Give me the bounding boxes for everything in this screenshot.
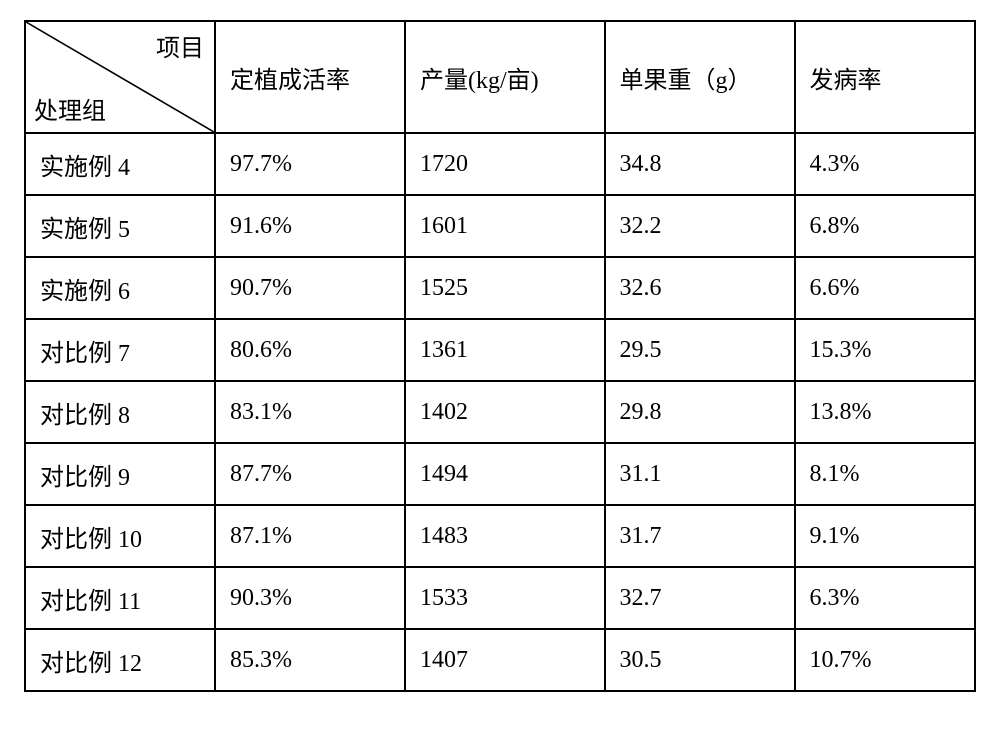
row-label: 对比例 7 — [25, 319, 215, 381]
col-header-weight: 单果重（g） — [605, 21, 795, 133]
table-row: 对比例 7 80.6% 1361 29.5 15.3% — [25, 319, 975, 381]
cell-survival: 90.7% — [215, 257, 405, 319]
header-col-axis-label: 项目 — [156, 28, 204, 63]
col-header-survival: 定植成活率 — [215, 21, 405, 133]
row-label: 对比例 10 — [25, 505, 215, 567]
cell-incidence: 4.3% — [795, 133, 976, 195]
cell-incidence: 15.3% — [795, 319, 976, 381]
cell-weight: 32.6 — [605, 257, 795, 319]
cell-survival: 80.6% — [215, 319, 405, 381]
cell-incidence: 10.7% — [795, 629, 976, 691]
diagonal-header-cell: 项目 处理组 — [25, 21, 215, 133]
cell-survival: 91.6% — [215, 195, 405, 257]
cell-weight: 30.5 — [605, 629, 795, 691]
cell-weight: 31.7 — [605, 505, 795, 567]
table-row: 对比例 10 87.1% 1483 31.7 9.1% — [25, 505, 975, 567]
cell-incidence: 6.6% — [795, 257, 976, 319]
table-row: 对比例 11 90.3% 1533 32.7 6.3% — [25, 567, 975, 629]
results-table: 项目 处理组 定植成活率 产量(kg/亩) 单果重（g） 发病率 实施例 4 9… — [24, 20, 976, 692]
cell-weight: 29.8 — [605, 381, 795, 443]
cell-survival: 90.3% — [215, 567, 405, 629]
table-header-row: 项目 处理组 定植成活率 产量(kg/亩) 单果重（g） 发病率 — [25, 21, 975, 133]
cell-weight: 31.1 — [605, 443, 795, 505]
cell-yield: 1720 — [405, 133, 605, 195]
cell-yield: 1525 — [405, 257, 605, 319]
table-row: 实施例 4 97.7% 1720 34.8 4.3% — [25, 133, 975, 195]
row-label: 实施例 4 — [25, 133, 215, 195]
row-label: 实施例 6 — [25, 257, 215, 319]
table-row: 对比例 9 87.7% 1494 31.1 8.1% — [25, 443, 975, 505]
cell-yield: 1407 — [405, 629, 605, 691]
cell-incidence: 6.8% — [795, 195, 976, 257]
table-row: 实施例 6 90.7% 1525 32.6 6.6% — [25, 257, 975, 319]
cell-survival: 85.3% — [215, 629, 405, 691]
cell-yield: 1402 — [405, 381, 605, 443]
table-row: 对比例 8 83.1% 1402 29.8 13.8% — [25, 381, 975, 443]
cell-weight: 34.8 — [605, 133, 795, 195]
cell-yield: 1601 — [405, 195, 605, 257]
col-header-incidence: 发病率 — [795, 21, 976, 133]
cell-survival: 97.7% — [215, 133, 405, 195]
row-label: 对比例 11 — [25, 567, 215, 629]
cell-weight: 32.2 — [605, 195, 795, 257]
table-row: 实施例 5 91.6% 1601 32.2 6.8% — [25, 195, 975, 257]
row-label: 对比例 12 — [25, 629, 215, 691]
row-label: 对比例 9 — [25, 443, 215, 505]
cell-weight: 32.7 — [605, 567, 795, 629]
cell-survival: 87.1% — [215, 505, 405, 567]
cell-yield: 1361 — [405, 319, 605, 381]
cell-yield: 1494 — [405, 443, 605, 505]
cell-survival: 87.7% — [215, 443, 405, 505]
cell-incidence: 9.1% — [795, 505, 976, 567]
cell-incidence: 13.8% — [795, 381, 976, 443]
cell-weight: 29.5 — [605, 319, 795, 381]
header-row-axis-label: 处理组 — [34, 91, 106, 126]
cell-yield: 1483 — [405, 505, 605, 567]
table-row: 对比例 12 85.3% 1407 30.5 10.7% — [25, 629, 975, 691]
cell-incidence: 6.3% — [795, 567, 976, 629]
cell-survival: 83.1% — [215, 381, 405, 443]
row-label: 对比例 8 — [25, 381, 215, 443]
cell-yield: 1533 — [405, 567, 605, 629]
cell-incidence: 8.1% — [795, 443, 976, 505]
row-label: 实施例 5 — [25, 195, 215, 257]
col-header-yield: 产量(kg/亩) — [405, 21, 605, 133]
